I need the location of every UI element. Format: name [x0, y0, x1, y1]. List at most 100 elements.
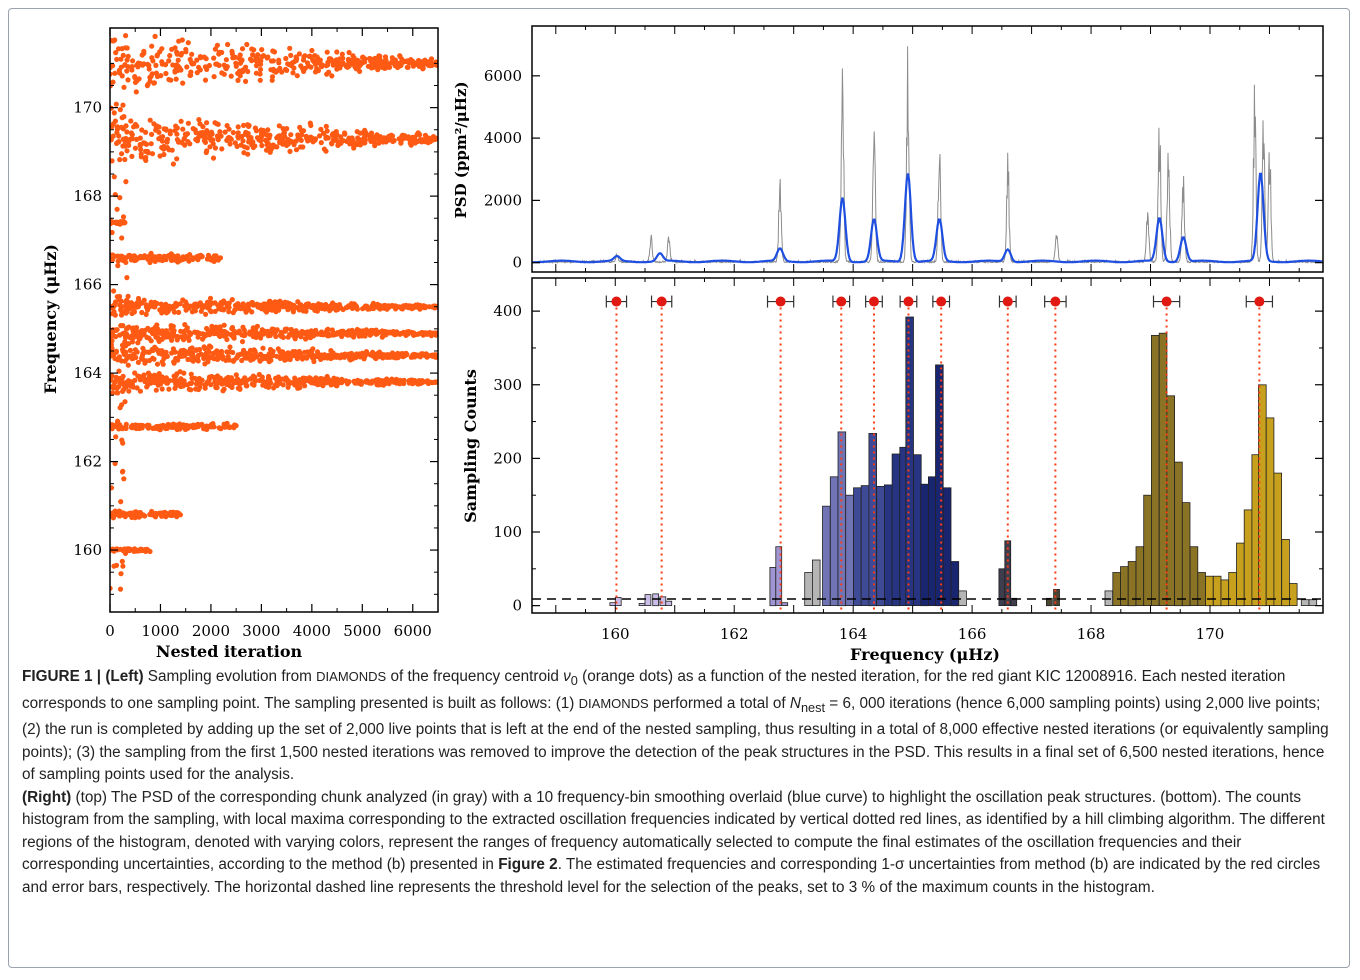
caption-math-sub: nest	[800, 699, 826, 715]
scatter-point	[185, 335, 191, 341]
scatter-point	[129, 136, 136, 142]
scatter-point	[112, 312, 118, 318]
scatter-point	[161, 355, 167, 362]
scatter-point	[110, 373, 115, 379]
scatter-point	[340, 306, 346, 313]
peak-marker	[1050, 296, 1061, 307]
scatter-point	[177, 301, 183, 307]
scatter-point	[185, 356, 191, 362]
scatter-point	[151, 379, 157, 386]
histogram-bar	[845, 494, 854, 607]
histogram-bar	[769, 567, 777, 607]
scatter-point	[288, 52, 294, 59]
scatter-point	[118, 298, 124, 304]
bottom-xtick-label: 166	[958, 625, 987, 643]
scatter-point	[253, 378, 259, 384]
histogram-bar	[1135, 546, 1145, 607]
scatter-point	[133, 302, 139, 308]
scatter-point	[412, 137, 418, 143]
scatter-point	[134, 385, 140, 391]
scatter-point	[361, 140, 368, 146]
scatter-point	[142, 140, 148, 147]
scatter-point	[240, 138, 246, 144]
figure-frame	[8, 8, 1350, 968]
scatter-point	[290, 70, 296, 76]
scatter-point	[240, 324, 246, 330]
caption-math-n: N	[789, 694, 801, 712]
scatter-point	[117, 157, 123, 163]
scatter-point	[239, 357, 245, 364]
scatter-point	[268, 380, 274, 386]
scatter-point	[293, 147, 300, 153]
scatter-point	[430, 137, 436, 143]
scatter-point	[152, 254, 158, 260]
scatter-point	[386, 379, 392, 385]
scatter-point	[257, 66, 264, 73]
scatter-point	[208, 344, 214, 350]
scatter-point	[119, 558, 125, 565]
scatter-point	[389, 55, 395, 61]
scatter-point	[174, 137, 180, 143]
scatter-point	[411, 354, 417, 360]
scatter-point	[128, 130, 134, 136]
scatter-point	[189, 375, 195, 381]
peak-marker	[836, 296, 847, 307]
scatter-point	[115, 357, 121, 363]
scatter-point	[307, 120, 313, 126]
scatter-point	[266, 373, 272, 380]
bottom-ytick-label: 100	[493, 523, 522, 541]
scatter-point	[275, 346, 281, 352]
peak-marker	[868, 296, 879, 307]
left-ytick-label: 162	[73, 453, 102, 471]
scatter-point	[117, 302, 123, 308]
scatter-point	[225, 41, 231, 48]
scatter-point	[151, 512, 157, 518]
scatter-point	[241, 150, 247, 156]
scatter-point	[141, 50, 147, 57]
caption-text: Sampling evolution from	[143, 668, 317, 685]
scatter-point	[138, 147, 144, 153]
scatter-point	[310, 302, 316, 308]
scatter-point	[271, 385, 277, 391]
scatter-point	[369, 330, 375, 336]
scatter-point	[275, 374, 281, 380]
scatter-point	[284, 126, 290, 132]
top-ytick-label: 4000	[484, 129, 522, 147]
scatter-point	[138, 331, 144, 337]
scatter-point	[170, 346, 176, 352]
scatter-point	[166, 58, 172, 64]
scatter-point	[397, 381, 403, 387]
scatter-point	[110, 63, 116, 69]
scatter-point	[264, 55, 270, 61]
scatter-point	[118, 312, 125, 318]
scatter-point	[256, 371, 262, 378]
scatter-point	[282, 134, 288, 140]
scatter-point	[149, 131, 155, 137]
scatter-point	[361, 135, 367, 141]
scatter-point	[240, 351, 246, 357]
scatter-point	[129, 339, 136, 345]
scatter-point	[188, 423, 194, 429]
scatter-point	[235, 353, 241, 359]
scatter-point	[121, 84, 127, 90]
scatter-point	[128, 118, 134, 124]
scatter-point	[125, 77, 131, 83]
scatter-point	[402, 331, 408, 337]
scatter-point	[270, 142, 276, 148]
scatter-point	[163, 70, 169, 77]
scatter-point	[317, 355, 324, 361]
histogram-bar	[1205, 575, 1214, 607]
scatter-point	[175, 382, 181, 388]
scatter-point	[139, 127, 145, 133]
scatter-point	[234, 143, 240, 149]
scatter-point	[265, 331, 271, 337]
scatter-point	[308, 64, 314, 70]
scatter-point	[145, 81, 151, 87]
left-ytick-label: 166	[73, 276, 102, 294]
scatter-point	[277, 139, 283, 145]
scatter-point	[250, 327, 256, 333]
scatter-point	[151, 372, 157, 378]
scatter-point	[365, 63, 371, 69]
scatter-point	[166, 386, 172, 392]
scatter-point	[110, 377, 114, 383]
